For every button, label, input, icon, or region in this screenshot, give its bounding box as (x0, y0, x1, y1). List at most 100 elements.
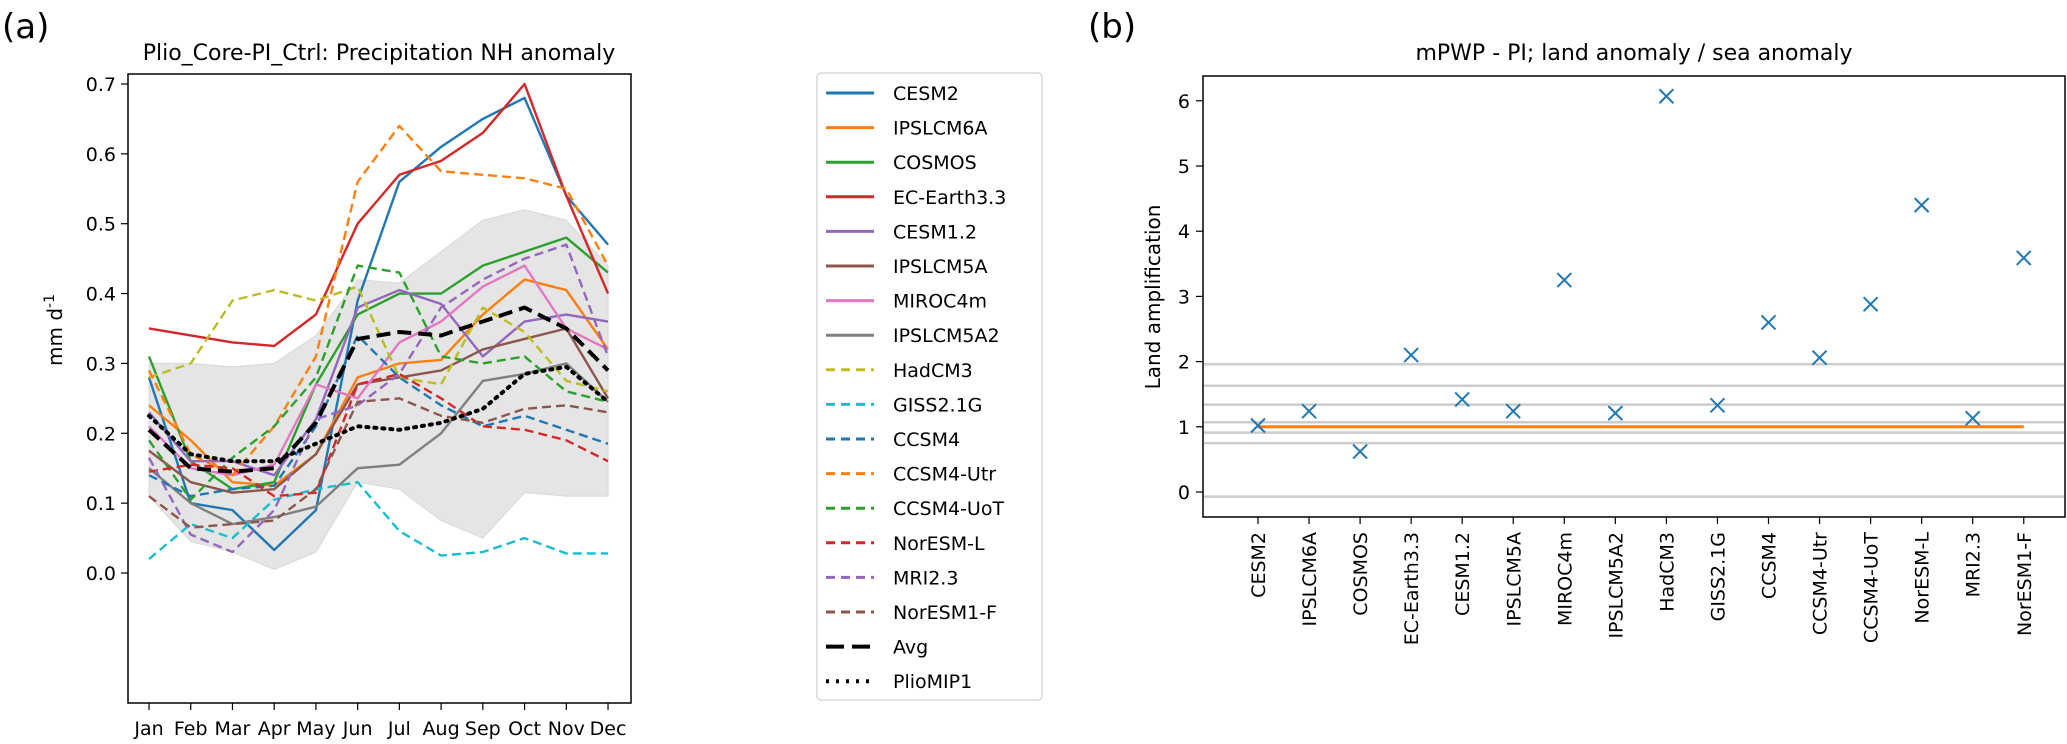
x-tick-label-ec-earth3-3: EC-Earth3.3 (1401, 532, 1423, 645)
chart-a-x-axis: Jan Feb Mar Apr May Jun Jul Aug Sep Oct Nov Dec (133, 703, 626, 740)
x-tick-label-ccsm4-utr: CCSM4-Utr (1810, 532, 1832, 635)
y-tick-label: 4 (1178, 221, 1190, 243)
x-tick-label-giss2-1g: GISS2.1G (1707, 532, 1729, 621)
chart-a-frame (127, 73, 632, 704)
legend-label: IPSLCM5A2 (893, 325, 1000, 347)
point-ccsm4 (1760, 314, 1777, 331)
legend-item-cosmos: COSMOS (826, 152, 977, 174)
chart-b-reference-lines (1204, 362, 2064, 498)
point-miroc4m (1556, 272, 1573, 288)
point-ipslcm5a2 (1607, 405, 1624, 421)
chart-a-y-axis: 0.0 0.1 0.2 0.3 0.4 0.5 0.6 0.7 (86, 74, 128, 585)
legend-item-pliomip1: PlioMIP1 (826, 671, 972, 693)
point-ccsm4-uot (1862, 296, 1879, 312)
legend-label: CESM2 (893, 83, 959, 105)
series-line-avg (147, 305, 610, 474)
legend-item-ccsm4-uot: CCSM4-UoT (826, 498, 1004, 520)
point-noresm1-f (2016, 250, 2032, 266)
chart-b-frame (1202, 75, 2066, 518)
legend-label: CCSM4 (893, 429, 960, 451)
series-line-giss2-1g (148, 480, 609, 560)
legend-label: CESM1.2 (893, 221, 977, 243)
y-tick-label: 0.7 (86, 74, 116, 96)
series-line-hadcm3 (148, 285, 609, 393)
point-cesm1-2 (1454, 391, 1470, 408)
y-tick-label: 0.2 (86, 423, 116, 445)
x-tick-label-nov: Nov (548, 718, 585, 740)
x-tick-label-oct: Oct (508, 718, 541, 740)
legend-item-cesm2: CESM2 (826, 83, 959, 105)
chart-b-title: mPWP - PI; land anomaly / sea anomaly (1415, 41, 1852, 66)
legend-label: IPSLCM5A (893, 256, 987, 278)
legend-label: Avg (893, 637, 928, 659)
legend-item-ipslcm6a: IPSLCM6A (826, 118, 987, 140)
y-tick-label: 0.4 (86, 284, 116, 306)
series-line-cosmos (147, 236, 609, 491)
x-tick-label-ccsm4: CCSM4 (1759, 532, 1781, 599)
point-cesm2 (1250, 417, 1266, 434)
y-tick-label: 0.1 (86, 493, 116, 515)
chart-b-x-axis: CESM2 IPSLCM6A COSMOS EC-Earth3.3 CESM1.2 IPS… (1248, 517, 2036, 645)
point-ccsm4-utr (1811, 349, 1828, 366)
legend-item-giss2-1g: GISS2.1G (826, 394, 982, 416)
chart-b: mPWP - PI; land anomaly / sea anomaly 0 1… (1141, 41, 2066, 645)
legend-label: IPSLCM6A (893, 118, 987, 140)
series-line-noresm1-f (148, 397, 609, 529)
series-line-cesm2 (147, 96, 609, 552)
series-line-cesm1-2 (148, 288, 609, 477)
legend-item-hadcm3: HadCM3 (826, 360, 973, 382)
chart-a-legend: CESM2 IPSLCM6A COSMOS EC-Earth3.3 CESM1.2 IPS… (816, 72, 1043, 701)
chart-b-points (1250, 88, 2032, 460)
legend-item-ccsm4-utr: CCSM4-Utr (826, 464, 996, 486)
point-hadcm3 (1658, 88, 1675, 104)
panel-a-label: (a) (2, 7, 49, 47)
legend-label: NorESM-L (893, 533, 985, 555)
y-tick-label: 3 (1178, 286, 1190, 308)
x-tick-label-ipslcm6a: IPSLCM6A (1299, 532, 1321, 626)
y-tick-label: 0.6 (86, 144, 116, 166)
legend-item-miroc4m: MIROC4m (826, 291, 987, 313)
x-tick-label-jun: Jun (342, 718, 373, 740)
series-line-ec-earth3-3 (148, 82, 610, 348)
series-line-noresm-l (148, 372, 609, 498)
x-tick-label-miroc4m: MIROC4m (1554, 532, 1576, 626)
chart-a-series-lines (147, 82, 611, 560)
x-tick-label-noresm1-f: NorESM1-F (2014, 532, 2036, 636)
point-mri2-3 (1964, 410, 1981, 427)
x-tick-label-cesm1-2: CESM1.2 (1452, 532, 1474, 616)
point-cosmos (1352, 443, 1368, 460)
x-tick-label-sep: Sep (465, 718, 501, 740)
chart-a-y-label: mm d-1 (42, 294, 67, 366)
legend-label: MRI2.3 (893, 567, 958, 589)
x-tick-label-aug: Aug (423, 718, 460, 740)
x-tick-label-cesm2: CESM2 (1248, 532, 1270, 598)
legend-label: PlioMIP1 (893, 671, 972, 693)
legend-label: CCSM4-Utr (893, 464, 996, 486)
x-tick-label-dec: Dec (590, 718, 627, 740)
legend-label: EC-Earth3.3 (893, 187, 1006, 209)
legend-label: CCSM4-UoT (893, 498, 1004, 520)
x-tick-label-noresm-l: NorESM-L (1912, 532, 1934, 624)
legend-label: COSMOS (893, 152, 977, 174)
legend-item-ec-earth3-3: EC-Earth3.3 (826, 187, 1006, 209)
x-tick-label-cosmos: COSMOS (1350, 532, 1372, 616)
x-tick-label-jul: Jul (387, 718, 411, 740)
legend-label: GISS2.1G (893, 394, 982, 416)
series-line-ipslcm5a2 (148, 362, 609, 526)
legend-item-ipslcm5a2: IPSLCM5A2 (826, 325, 1000, 347)
legend-item-cesm1-2: CESM1.2 (826, 221, 977, 243)
series-line-ipslcm5a (148, 327, 610, 494)
y-tick-label: 5 (1178, 156, 1190, 178)
x-tick-label-hadcm3: HadCM3 (1656, 532, 1678, 612)
y-tick-label: 0.0 (86, 563, 116, 585)
y-tick-label: 0.3 (86, 353, 116, 375)
x-tick-label-may: May (296, 718, 335, 740)
y-tick-label: 6 (1178, 91, 1190, 113)
legend-label: HadCM3 (893, 360, 973, 382)
legend-item-noresm-l: NorESM-L (826, 533, 985, 555)
y-tick-label: 0.5 (86, 214, 116, 236)
legend-label: NorESM1-F (893, 602, 997, 624)
y-tick-label: 0 (1178, 482, 1190, 504)
x-tick-label-ipslcm5a2: IPSLCM5A2 (1605, 532, 1627, 639)
